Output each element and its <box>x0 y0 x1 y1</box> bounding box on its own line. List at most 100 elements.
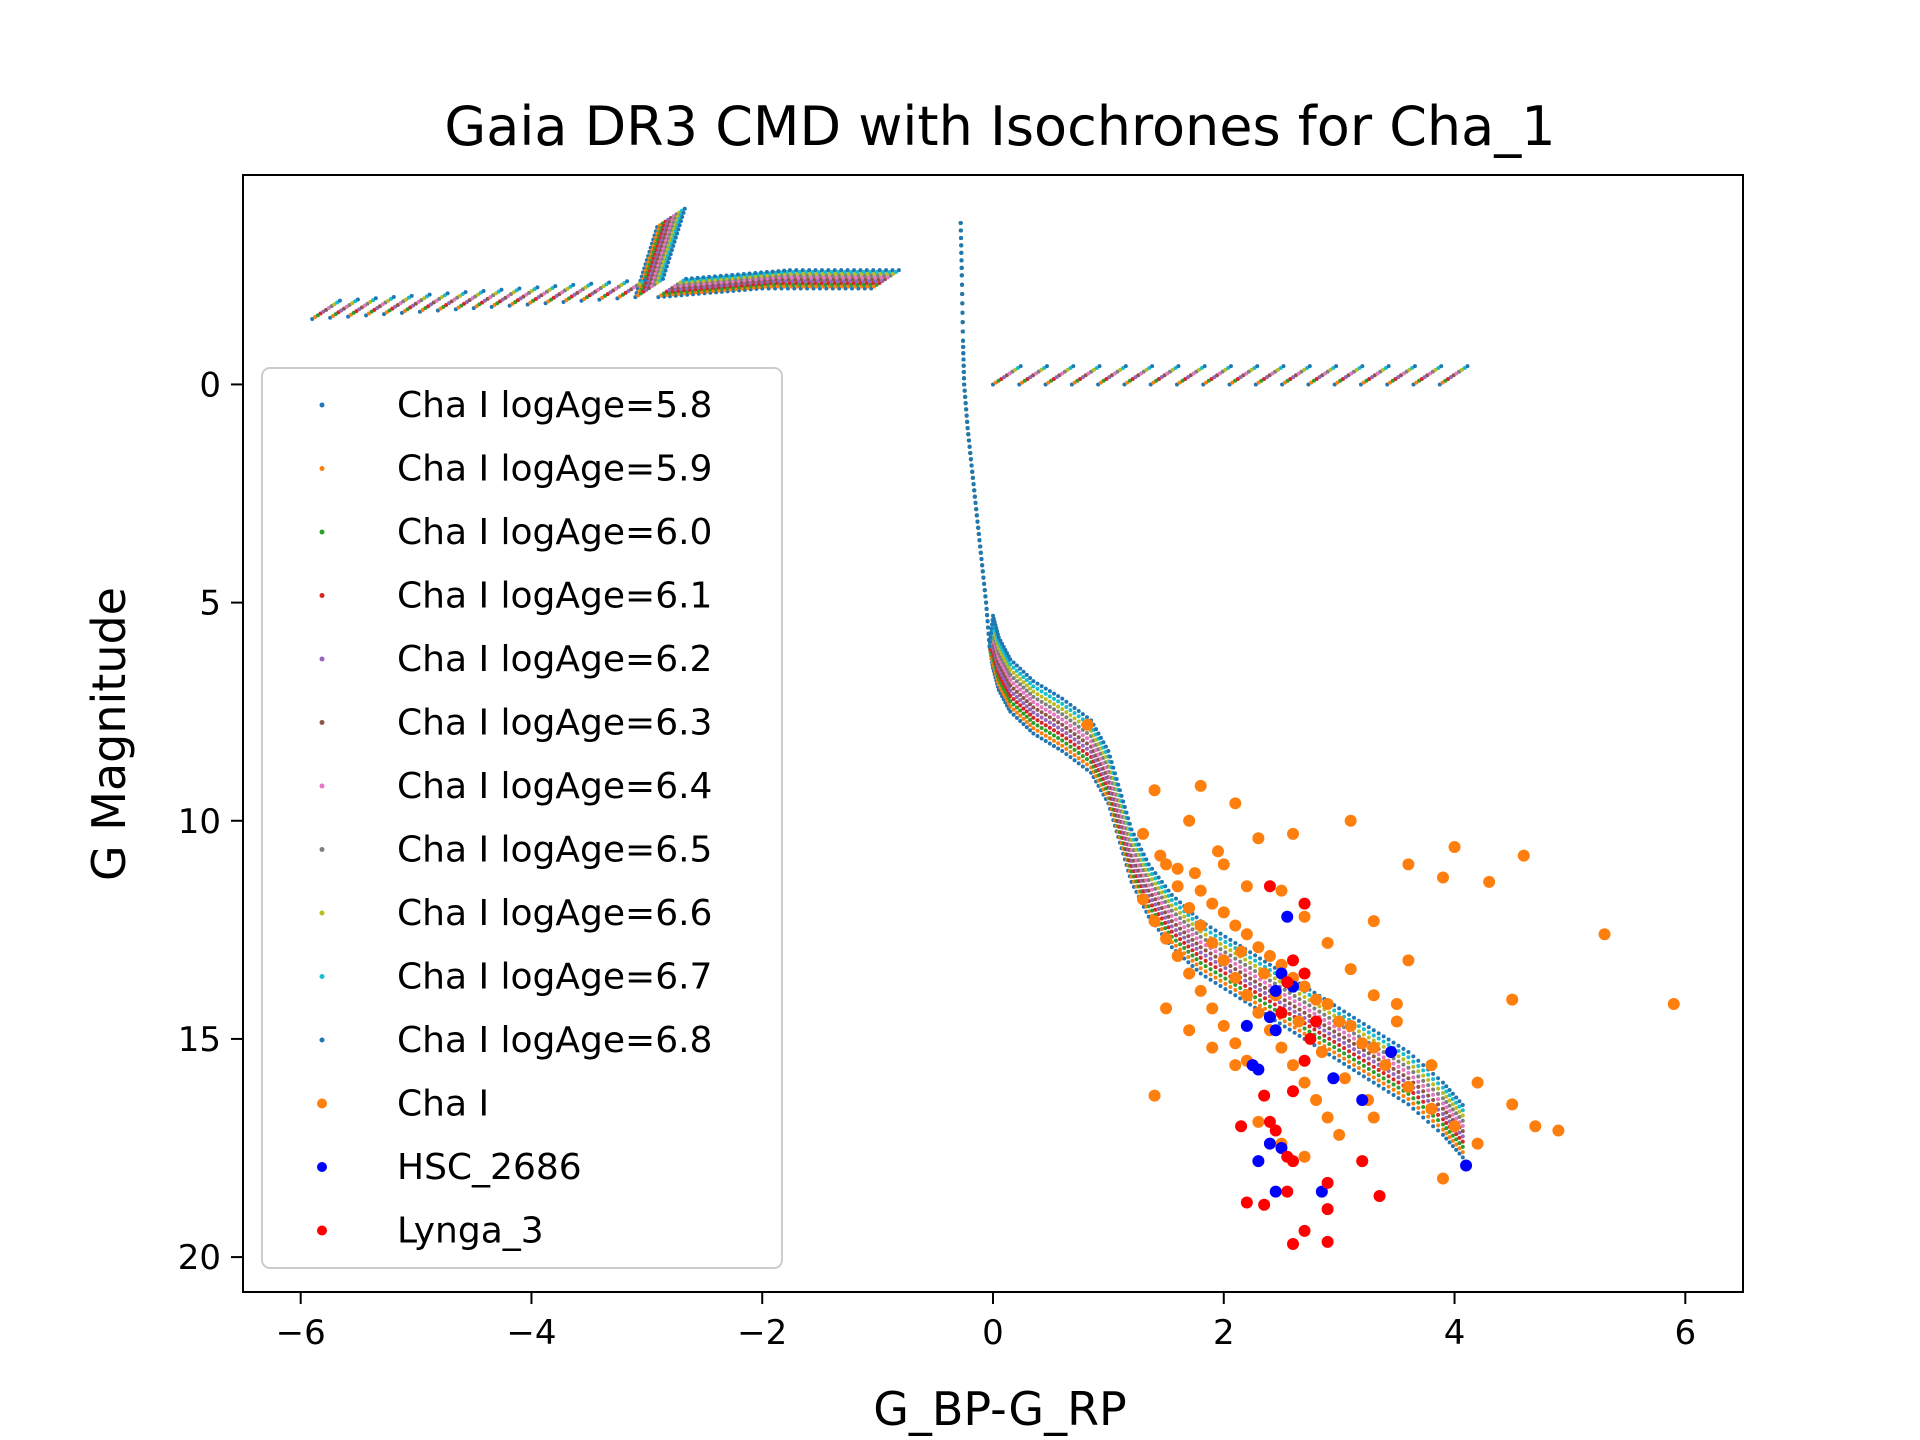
isochrone-point <box>1287 1027 1292 1032</box>
isochrone-point <box>1011 660 1016 665</box>
isochrone-point <box>1021 675 1026 680</box>
isochrone-point <box>1064 741 1069 746</box>
isochrone-point <box>1441 1080 1445 1085</box>
isochrone-point <box>681 210 686 215</box>
isochrone-point <box>1406 1076 1411 1081</box>
isochrone-point <box>1028 691 1033 696</box>
isochrone-point <box>971 482 976 487</box>
cluster-point <box>1206 897 1219 910</box>
isochrone-point <box>1454 1111 1459 1116</box>
isochrone-point <box>970 475 975 480</box>
isochrone-point <box>1098 735 1103 740</box>
isochrone-point <box>960 292 965 297</box>
cluster-point <box>1240 989 1253 1002</box>
legend-label: Cha I logAge=6.8 <box>397 1020 712 1061</box>
isochrone-point <box>1001 644 1006 649</box>
isochrone-point <box>995 632 1000 637</box>
isochrone-point <box>1208 930 1213 935</box>
cluster-point <box>1287 827 1299 840</box>
isochrone-point <box>1031 715 1036 720</box>
isochrone-point <box>1035 686 1040 691</box>
isochrone-point <box>1169 924 1174 929</box>
isochrone-point <box>982 581 987 586</box>
isochrone-point <box>1396 1069 1401 1074</box>
isochrone-point <box>1277 979 1282 984</box>
cluster-series <box>1235 880 1386 1251</box>
isochrone-point <box>1361 1069 1366 1074</box>
isochrone-point <box>1292 994 1297 999</box>
isochrone-point <box>976 525 981 530</box>
isochrone-point <box>1416 1111 1421 1116</box>
isochrone-point <box>1047 715 1052 720</box>
isochrone-point <box>1182 940 1187 945</box>
isochrone-point <box>1035 702 1040 707</box>
isochrone-point <box>1416 1090 1421 1095</box>
isochrone-point <box>1447 1103 1452 1108</box>
isochrone-point <box>1421 1063 1426 1068</box>
isochrone-point <box>960 329 965 334</box>
cluster-point <box>1240 928 1253 941</box>
isochrone-point <box>996 635 1001 640</box>
isochrone-point <box>1166 925 1171 930</box>
isochrone-point <box>1182 930 1187 935</box>
isochrone-point <box>1426 1093 1431 1098</box>
cluster-point <box>1321 1203 1334 1216</box>
isochrone-point <box>1112 771 1117 776</box>
isochrone-point <box>1186 944 1191 949</box>
isochrone-point <box>1272 976 1277 981</box>
isochrone-point <box>979 556 984 561</box>
isochrone-point <box>1156 901 1161 906</box>
cluster-point <box>1281 1185 1294 1198</box>
isochrone-point <box>1401 1099 1406 1104</box>
legend-label: Cha I logAge=6.3 <box>397 703 712 744</box>
isochrone-point <box>1039 720 1044 725</box>
isochrone-point <box>1444 1100 1449 1105</box>
isochrone-point <box>337 298 342 303</box>
cluster-point <box>1333 1015 1346 1028</box>
isochrone-point <box>978 544 983 549</box>
isochrone-point <box>667 256 672 261</box>
isochrone-point <box>1014 694 1019 699</box>
isochrone-point <box>1327 1042 1332 1047</box>
isochrone-point <box>724 273 729 278</box>
cluster-point <box>1183 1024 1196 1037</box>
cluster-point <box>1252 941 1265 954</box>
isochrone-point <box>1248 950 1253 955</box>
isochrone-point <box>1169 913 1174 918</box>
isochrone-point <box>1159 916 1164 921</box>
cluster-point <box>1292 1015 1305 1028</box>
cluster-point <box>1667 998 1680 1011</box>
isochrone-point <box>1267 962 1272 967</box>
cluster-point <box>1206 936 1219 949</box>
isochrone-point <box>747 271 752 276</box>
isochrone-point <box>1457 1151 1462 1156</box>
isochrone-point <box>1163 920 1168 925</box>
isochrone-point <box>1302 1031 1307 1036</box>
isochrone-point <box>1018 364 1023 369</box>
cluster-point <box>1194 919 1207 932</box>
isochrone-point <box>1267 978 1272 983</box>
isochrone-point <box>1076 724 1081 729</box>
isochrone-point <box>1441 1091 1445 1096</box>
isochrone-point <box>1076 719 1081 724</box>
isochrone-point <box>966 432 971 437</box>
isochrone-point <box>499 287 504 292</box>
isochrone-point <box>1153 892 1158 897</box>
isochrone-point <box>1396 1064 1401 1069</box>
isochrone-point <box>1163 889 1168 894</box>
isochrone-point <box>1080 743 1085 748</box>
cluster-point <box>1252 832 1265 845</box>
isochrone-point <box>1406 1091 1411 1096</box>
isochrone-point <box>1011 686 1016 691</box>
cluster-point <box>1269 984 1282 997</box>
isochrone-point <box>1441 1122 1445 1127</box>
isochrone-point <box>1031 710 1036 715</box>
isochrone-point <box>1416 1084 1421 1089</box>
isochrone-point <box>1213 959 1218 964</box>
isochrone-point <box>1460 1129 1465 1134</box>
isochrone-point <box>1153 876 1158 881</box>
isochrone-point <box>1186 923 1191 928</box>
isochrone-point <box>1381 1086 1386 1091</box>
isochrone-point <box>1056 746 1061 751</box>
legend-label: Cha I logAge=5.8 <box>397 385 712 426</box>
